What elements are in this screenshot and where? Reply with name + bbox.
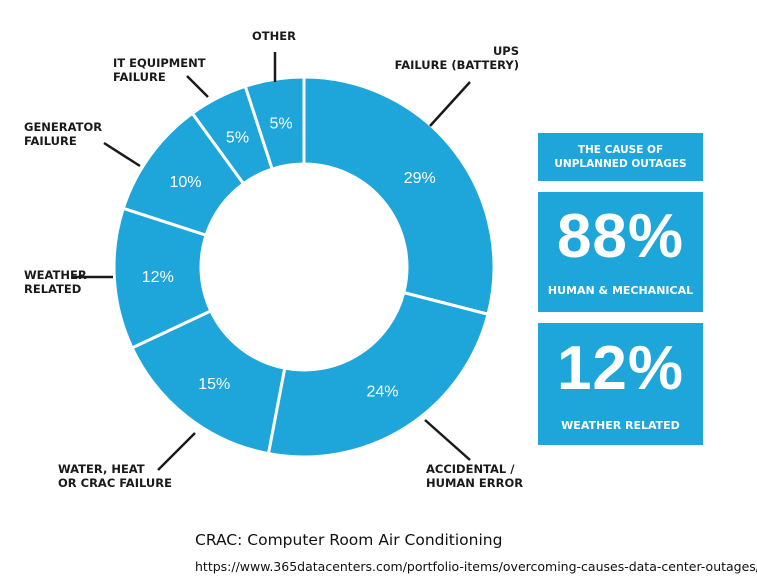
label-it-equipment-failure: IT EQUIPMENT FAILURE <box>113 56 206 84</box>
leader-line-it-equipment-failure <box>186 75 209 98</box>
slice-value-label-water-heat-crac: 15% <box>198 376 230 393</box>
stat-box-human-mechanical: 88% HUMAN & MECHANICAL <box>538 192 703 312</box>
label-water-heat-crac: WATER, HEAT OR CRAC FAILURE <box>58 462 172 490</box>
stat-value-88: 88% <box>556 202 685 271</box>
stat-box-weather-related: 12% WEATHER RELATED <box>538 323 703 445</box>
label-ups-failure: UPS FAILURE (BATTERY) <box>394 44 519 72</box>
slice-value-label-ups-failure: 29% <box>404 170 436 187</box>
panel-title-box: THE CAUSE OF UNPLANNED OUTAGES <box>538 133 703 181</box>
panel-title-line-1: THE CAUSE OF <box>577 144 664 156</box>
slice-value-label-accidental-human-error: 24% <box>366 384 398 401</box>
panel-title-line-2: UNPLANNED OUTAGES <box>554 158 687 170</box>
stat-caption-human-mechanical: HUMAN & MECHANICAL <box>547 284 694 297</box>
slice-value-label-generator-failure: 10% <box>169 174 201 191</box>
label-other: OTHER <box>252 29 296 43</box>
stat-caption-weather-related: WEATHER RELATED <box>561 419 680 432</box>
footnote-crac: CRAC: Computer Room Air Conditioning <box>195 531 503 549</box>
leader-line-ups-failure <box>429 81 471 127</box>
slice-value-label-it-equipment-failure: 5% <box>226 129 249 146</box>
slice-accidental-human-error <box>266 290 490 459</box>
label-weather-related: WEATHER RELATED <box>24 268 87 296</box>
slice-value-label-other: 5% <box>270 115 293 132</box>
leader-line-accidental-human-error <box>424 419 471 461</box>
label-generator-failure: GENERATOR FAILURE <box>24 120 103 148</box>
slice-ups-failure <box>302 75 496 317</box>
slice-value-label-weather-related: 12% <box>142 269 174 286</box>
stat-value-12: 12% <box>556 334 685 403</box>
leader-line-generator-failure <box>103 141 141 168</box>
leader-line-water-heat-crac <box>157 432 196 471</box>
slice-other <box>243 75 306 171</box>
label-accidental-human-error: ACCIDENTAL / HUMAN ERROR <box>426 462 524 490</box>
source-url: https://www.365datacenters.com/portfolio… <box>195 559 757 574</box>
